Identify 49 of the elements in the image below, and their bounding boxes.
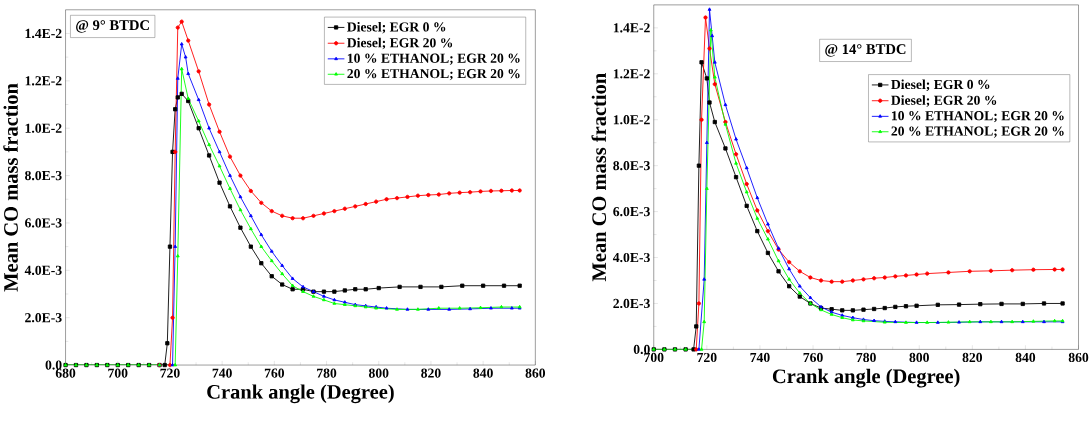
x-tick-label: 800 <box>909 352 929 363</box>
y-axis-title: Mean CO mass fraction <box>591 73 607 282</box>
x-tick-label: 740 <box>750 352 770 363</box>
y-tick-label: 0.0 <box>633 344 650 355</box>
annotation: @ 9° BTDC <box>76 20 149 33</box>
y-tick-label: 6.0E-3 <box>613 207 650 217</box>
x-tick-label: 760 <box>264 368 285 378</box>
legend-label: Diesel; EGR 0 % <box>891 79 990 92</box>
x-tick-label: 780 <box>856 352 876 363</box>
legend-label: Diesel; EGR 20 % <box>891 95 997 107</box>
legend-label: 10 % ETHANOL; EGR 20 % <box>891 111 1064 123</box>
x-tick-label: 720 <box>160 368 180 378</box>
legend-label: Diesel; EGR 20 % <box>347 37 453 50</box>
x-tick-label: 760 <box>803 352 823 363</box>
y-tick-label: 1.4E-2 <box>25 28 62 39</box>
y-axis-title: Mean CO mass fraction <box>3 83 18 292</box>
legend-label: 20 % ETHANOL; EGR 20 % <box>891 126 1064 138</box>
y-tick-label: 1.2E-2 <box>25 76 62 86</box>
x-tick-label: 860 <box>1068 352 1089 363</box>
x-tick-label: 680 <box>55 368 76 378</box>
x-tick-label: 740 <box>212 368 232 378</box>
annotation: @ 14° BTDC <box>825 44 906 57</box>
x-axis-title: Crank angle (Degree) <box>207 384 394 404</box>
x-tick-label: 820 <box>962 352 983 363</box>
x-tick-label: 700 <box>644 352 664 363</box>
x-tick-label: 840 <box>473 368 493 378</box>
x-tick-label: 860 <box>525 368 546 378</box>
y-tick-label: 8.0E-3 <box>613 161 650 171</box>
y-tick-label: 4.0E-3 <box>24 265 62 276</box>
y-tick-label: 4.0E-3 <box>612 252 650 263</box>
y-tick-label: 6.0E-3 <box>25 218 62 228</box>
x-tick-label: 720 <box>697 352 717 363</box>
x-tick-label: 840 <box>1015 352 1036 363</box>
y-tick-label: 2.0E-3 <box>613 298 650 309</box>
y-tick-label: 8.0E-3 <box>25 171 62 181</box>
y-tick-label: 0.0 <box>45 360 62 370</box>
legend-label: Diesel; EGR 0 % <box>347 22 446 34</box>
y-tick-label: 1.0E-2 <box>25 123 62 133</box>
y-tick-label: 1.4E-2 <box>613 23 650 33</box>
x-tick-label: 820 <box>421 368 441 378</box>
y-tick-label: 1.0E-2 <box>613 115 650 125</box>
x-tick-label: 700 <box>108 368 128 378</box>
x-axis-title: Crank angle (Degree) <box>772 368 960 388</box>
x-tick-label: 800 <box>368 368 389 378</box>
y-tick-label: 1.2E-2 <box>613 69 650 79</box>
x-tick-label: 780 <box>317 368 337 378</box>
legend-label: 10 % ETHANOL; EGR 20 % <box>347 53 520 65</box>
y-tick-label: 2.0E-3 <box>25 313 62 323</box>
legend-label: 20 % ETHANOL; EGR 20 % <box>347 69 520 81</box>
